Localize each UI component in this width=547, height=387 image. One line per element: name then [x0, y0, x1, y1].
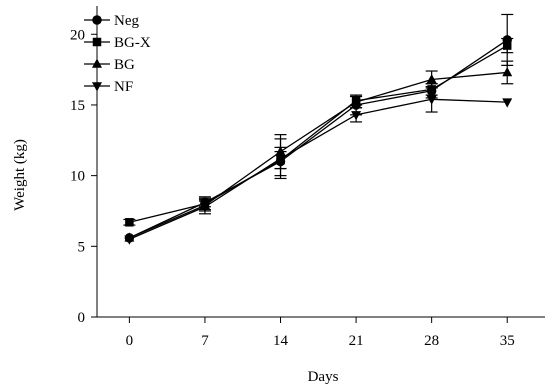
legend-item: BG: [84, 57, 135, 73]
legend-marker: [92, 37, 102, 47]
series-bg: [124, 60, 514, 242]
x-tick-label: 28: [424, 333, 439, 349]
y-tick-label: 10: [70, 169, 85, 185]
y-tick-label: 15: [70, 98, 85, 114]
series-line: [129, 71, 508, 239]
series-nf: [124, 85, 513, 245]
series-neg: [124, 13, 514, 243]
series-line: [129, 98, 508, 240]
y-tick-label: 0: [78, 310, 86, 326]
legend-label: Neg: [114, 13, 139, 29]
y-tick-label: 20: [70, 27, 85, 43]
data-point: [502, 66, 513, 77]
x-tick-label: 0: [126, 333, 134, 349]
data-point: [426, 95, 437, 105]
x-axis-title: Days: [308, 369, 339, 385]
legend-marker: [92, 82, 102, 92]
series-line: [129, 45, 508, 223]
series-group: [123, 13, 514, 245]
data-point: [275, 154, 286, 165]
legend: Neg BG-X BG NF: [84, 13, 151, 95]
data-point: [124, 235, 135, 245]
data-point: [502, 41, 512, 50]
legend-label: BG: [114, 57, 135, 73]
data-point: [502, 98, 513, 108]
legend-item: NF: [84, 79, 133, 95]
data-point: [351, 111, 362, 121]
data-point: [125, 218, 134, 227]
legend-item: BG-X: [84, 35, 151, 51]
x-tick-label: 35: [500, 333, 515, 349]
legend-marker: [92, 58, 102, 68]
y-tick-label: 5: [78, 239, 86, 255]
x-tick-label: 14: [273, 333, 289, 349]
legend-marker: [92, 15, 102, 25]
legend-label: NF: [114, 79, 133, 95]
legend-item: Neg: [84, 13, 139, 29]
x-tick-label: 21: [349, 333, 364, 349]
x-tick-label: 7: [201, 333, 209, 349]
data-point: [199, 202, 210, 213]
axes: 0 5 10 15 20 0 7 14 21 28 35: [70, 6, 545, 349]
legend-label: BG-X: [114, 35, 151, 51]
data-point: [351, 96, 362, 106]
y-axis-title: Weight (kg): [12, 139, 28, 211]
data-point: [426, 74, 437, 84]
